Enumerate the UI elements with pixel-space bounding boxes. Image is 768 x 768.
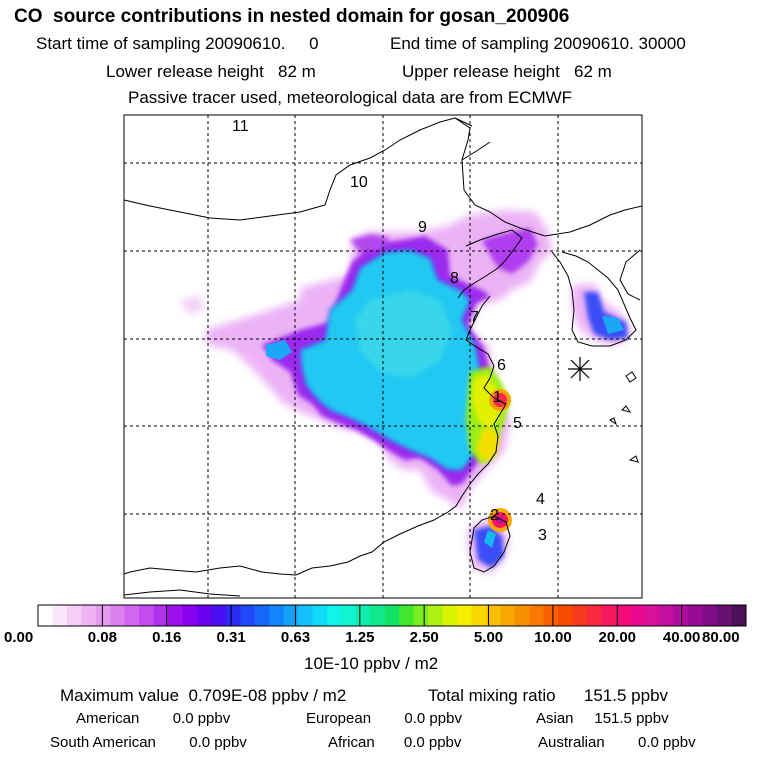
- australian-contribution: Australian 0.0 ppbv: [538, 734, 696, 751]
- colorbar-unit-label: 10E-10 ppbv / m2: [304, 654, 439, 673]
- colorbar-tick-label: 1.25: [345, 629, 375, 646]
- maximum-value: Maximum value 0.709E-08 ppbv / m2: [60, 686, 347, 705]
- start-time-label: Start time of sampling 20090610. 0: [36, 34, 319, 53]
- total-mixing-ratio: Total mixing ratio 151.5 ppbv: [428, 686, 669, 705]
- site-label: 6: [497, 357, 506, 374]
- plot-title: CO source contributions in nested domain…: [14, 6, 570, 27]
- colorbar-swatch: [196, 605, 212, 626]
- colorbar-swatch: [124, 605, 140, 626]
- colorbar-swatch: [717, 605, 733, 626]
- colorbar-swatch: [572, 605, 588, 626]
- lat-lon-grid: [124, 115, 642, 598]
- colorbar-tick-label: 80.00: [702, 629, 740, 646]
- colorbar-swatch: [38, 605, 53, 626]
- colorbar-swatch: [659, 605, 675, 626]
- colorbar-swatch: [413, 605, 429, 626]
- colorbar-swatch: [471, 605, 487, 626]
- colorbar-swatch: [428, 605, 444, 626]
- colorbar-tick-label: 0.16: [152, 629, 182, 646]
- colorbar-swatch: [168, 605, 183, 626]
- colorbar-tick-label: 0.31: [216, 629, 246, 646]
- colorbar-tick-label: 0.08: [87, 629, 117, 646]
- colorbar-swatch: [688, 605, 704, 626]
- colorbar-tick-label: 0.63: [280, 629, 311, 646]
- site-labels: 1 2 3 4 5 6 7 8 9 10 11: [232, 118, 547, 544]
- colorbar-swatch: [601, 605, 617, 626]
- site-label: 4: [536, 491, 545, 508]
- colorbar-swatch: [370, 605, 386, 626]
- lower-release-height: Lower release height 82 m: [106, 62, 316, 81]
- colorbar-swatch: [399, 605, 415, 626]
- colorbar-tick-label: 0.00: [4, 629, 34, 646]
- site-label: 3: [538, 527, 547, 544]
- south-american-contribution: South American 0.0 ppbv: [50, 734, 247, 751]
- colorbar-swatch: [254, 605, 270, 626]
- european-contribution: European 0.0 ppbv: [306, 710, 462, 727]
- colorbar-swatch: [731, 605, 747, 626]
- colorbar-swatch: [630, 605, 646, 626]
- colorbar-swatch: [485, 605, 501, 626]
- colorbar-swatch: [442, 605, 458, 626]
- concentration-field: [180, 210, 632, 574]
- colorbar-tick-label: 2.50: [409, 629, 439, 646]
- asterisk-icon: [568, 357, 592, 381]
- asian-contribution: Asian 151.5 ppbv: [536, 710, 669, 727]
- colorbar-swatch: [66, 605, 82, 626]
- colorbar-swatch: [81, 605, 97, 626]
- colorbar-swatch: [211, 605, 227, 626]
- colorbar-swatch: [457, 605, 472, 626]
- colorbar-swatch: [269, 605, 285, 626]
- colorbar-swatch: [225, 605, 241, 626]
- site-label: 2: [490, 507, 499, 524]
- american-contribution: American 0.0 ppbv: [76, 710, 231, 727]
- colorbar-swatch: [240, 605, 256, 626]
- colorbar-tick-label: 40.00: [662, 629, 701, 646]
- colorbar-tick-label: 20.00: [598, 629, 637, 646]
- colorbar-tick-label: 5.00: [473, 629, 504, 646]
- map-plot-area: 1 2 3 4 5 6 7 8 9 10 11: [124, 115, 642, 598]
- colorbar-swatch: [283, 605, 299, 626]
- colorbar-swatch: [702, 605, 718, 626]
- end-time-label: End time of sampling 20090610. 30000: [390, 34, 686, 53]
- african-contribution: African 0.0 ppbv: [328, 734, 462, 751]
- site-label: 11: [232, 118, 249, 135]
- colorbar-swatch: [95, 605, 111, 626]
- colorbar-swatch: [615, 605, 631, 626]
- colorbar-swatch: [312, 605, 328, 626]
- site-label: 1: [493, 389, 502, 406]
- colorbar-swatch: [153, 605, 169, 626]
- colorbar-swatch: [529, 605, 545, 626]
- colorbar-swatch: [341, 605, 357, 626]
- colorbar-tick-label: 10.00: [534, 629, 572, 646]
- colorbar-swatch: [110, 605, 126, 626]
- colorbar-swatch: [384, 605, 400, 626]
- colorbar-swatch: [52, 605, 68, 626]
- colorbar: [37, 604, 747, 627]
- colorbar-swatch: [558, 605, 574, 626]
- site-label: 8: [450, 270, 459, 287]
- colorbar-swatch: [355, 605, 371, 626]
- map-frame: [123, 114, 643, 599]
- site-label: 7: [470, 309, 479, 326]
- site-label: 10: [350, 174, 368, 191]
- colorbar-swatch: [500, 605, 516, 626]
- site-label: 5: [513, 415, 522, 432]
- colorbar-swatch: [182, 605, 198, 626]
- colorbar-swatch: [587, 605, 603, 626]
- colorbar-swatch: [139, 605, 155, 626]
- coastlines: [124, 117, 642, 597]
- tracer-note: Passive tracer used, meteorological data…: [128, 88, 573, 107]
- colorbar-swatch: [326, 605, 342, 626]
- colorbar-swatch: [644, 605, 660, 626]
- site-label: 9: [418, 219, 427, 236]
- upper-release-height: Upper release height 62 m: [402, 62, 612, 81]
- colorbar-swatch: [514, 605, 530, 626]
- colorbar-swatch: [543, 605, 559, 626]
- colorbar-swatch: [298, 605, 314, 626]
